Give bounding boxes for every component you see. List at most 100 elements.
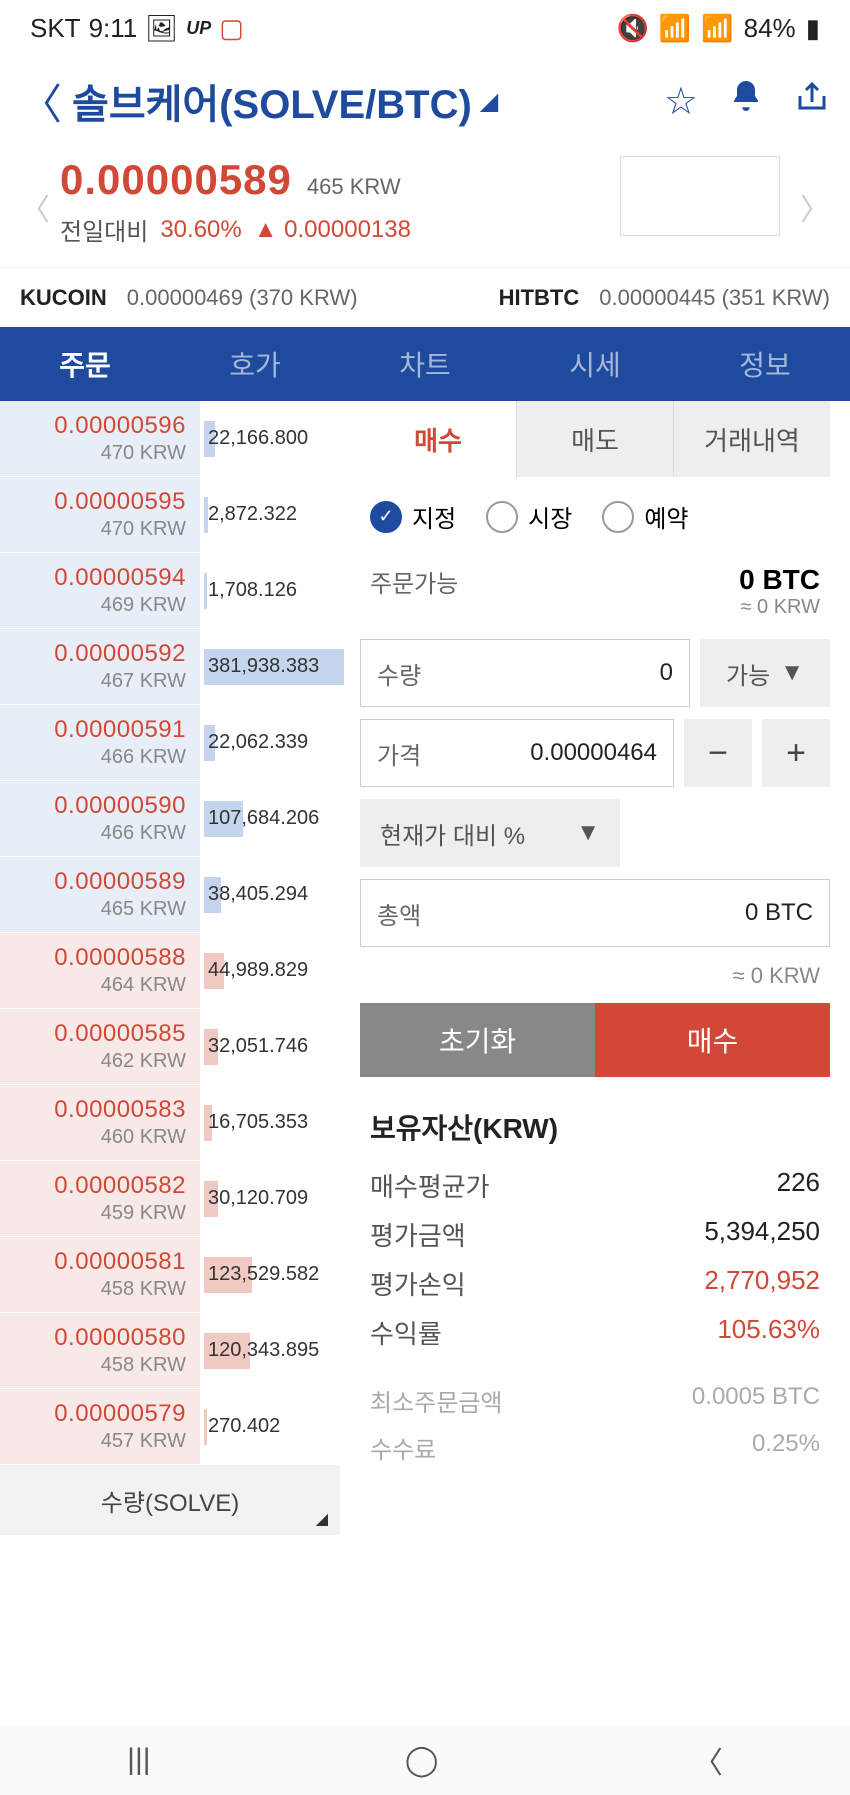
subtab-history[interactable]: 거래내역: [673, 401, 830, 477]
recents-button[interactable]: |||: [127, 1743, 150, 1777]
prev-pair-button[interactable]: 〈: [20, 185, 50, 229]
change-pct: 30.60%: [160, 216, 241, 244]
pair-dropdown-icon[interactable]: ◢: [480, 87, 498, 116]
exchange-2-name: HITBTC: [499, 285, 580, 311]
tab-info[interactable]: 정보: [680, 327, 850, 401]
ob-price: 0.00000590: [54, 792, 186, 820]
available-sub: ≈ 0 KRW: [739, 596, 820, 619]
orderbook-row[interactable]: 0.00000594469 KRW1,708.126: [0, 553, 340, 629]
ob-price: 0.00000594: [54, 564, 186, 592]
exchange-1-name: KUCOIN: [20, 285, 107, 311]
orderbook-row[interactable]: 0.00000583460 KRW16,705.353: [0, 1085, 340, 1161]
change-diff: ▲ 0.00000138: [254, 216, 411, 244]
battery-text: 84%: [744, 13, 796, 44]
sub-tabs: 매수 매도 거래내역: [360, 401, 830, 477]
price-minus-button[interactable]: −: [684, 719, 752, 787]
orderbook-row[interactable]: 0.00000588464 KRW44,989.829: [0, 933, 340, 1009]
ob-qty: 30,120.709: [208, 1187, 308, 1210]
pair-title[interactable]: 솔브케어(SOLVE/BTC): [72, 72, 472, 130]
ob-qty: 22,062.339: [208, 731, 308, 754]
ob-price: 0.00000582: [54, 1172, 186, 1200]
ob-krw: 462 KRW: [101, 1050, 186, 1073]
orderbook-row[interactable]: 0.00000591466 KRW22,062.339: [0, 705, 340, 781]
ob-krw: 459 KRW: [101, 1202, 186, 1225]
holdings-row: 평가금액5,394,250: [360, 1210, 830, 1259]
chevron-down-icon: ▼: [576, 819, 600, 847]
orderbook-row[interactable]: 0.00000581458 KRW123,529.582: [0, 1237, 340, 1313]
total-input[interactable]: 총액 0 BTC: [360, 879, 830, 947]
holdings-meta-row: 최소주문금액0.0005 BTC: [360, 1377, 830, 1424]
carrier: SKT: [30, 13, 81, 44]
orderbook-row[interactable]: 0.00000596470 KRW22,166.800: [0, 401, 340, 477]
holdings-row: 매수평균가226: [360, 1161, 830, 1210]
orderbook-row[interactable]: 0.00000592467 KRW 381,938.383: [0, 629, 340, 705]
pct-select[interactable]: 현재가 대비 % ▼: [360, 799, 620, 867]
orderbook-row[interactable]: 0.00000579457 KRW270.402: [0, 1389, 340, 1465]
tab-orderbook[interactable]: 호가: [170, 327, 340, 401]
price-input[interactable]: 가격 0.00000464: [360, 719, 674, 787]
ob-qty: 120,343.895: [208, 1339, 319, 1362]
orderbook-row[interactable]: 0.00000590466 KRW 107,684.206: [0, 781, 340, 857]
ob-price: 0.00000579: [54, 1400, 186, 1428]
ob-price: 0.00000596: [54, 412, 186, 440]
ob-krw: 458 KRW: [101, 1278, 186, 1301]
next-pair-button[interactable]: 〉: [800, 185, 830, 229]
tab-market[interactable]: 시세: [510, 327, 680, 401]
qty-possible-button[interactable]: 가능 ▼: [700, 639, 830, 707]
home-button[interactable]: ◯: [405, 1743, 439, 1778]
ob-qty: 123,529.582: [208, 1263, 319, 1286]
ob-krw: 464 KRW: [101, 974, 186, 997]
radio-market[interactable]: 시장: [486, 499, 572, 534]
orderbook-row[interactable]: 0.00000582459 KRW 30,120.709: [0, 1161, 340, 1237]
reset-button[interactable]: 초기화: [360, 1003, 595, 1077]
ob-price: 0.00000592: [54, 640, 186, 668]
subtab-buy[interactable]: 매수: [360, 401, 516, 477]
price-section: 〈 0.00000589 465 KRW 전일대비 30.60% ▲ 0.000…: [0, 146, 850, 267]
back-button-nav[interactable]: 〈: [693, 1738, 723, 1782]
ob-qty: 270.402: [208, 1415, 280, 1438]
main-tabs: 주문 호가 차트 시세 정보: [0, 327, 850, 401]
ob-price: 0.00000588: [54, 944, 186, 972]
exchange-1-value: 0.00000469 (370 KRW): [127, 285, 358, 311]
ob-krw: 466 KRW: [101, 822, 186, 845]
buy-button[interactable]: 매수: [595, 1003, 830, 1077]
price-plus-button[interactable]: +: [762, 719, 830, 787]
tab-chart[interactable]: 차트: [340, 327, 510, 401]
dropdown-icon: ◢: [316, 1509, 328, 1529]
orderbook-row[interactable]: 0.00000589465 KRW38,405.294: [0, 857, 340, 933]
back-button[interactable]: 〈: [20, 71, 62, 132]
ob-krw: 467 KRW: [101, 670, 186, 693]
status-bar: SKT 9:11 🖼 UP ▢ 🔇 📶 📶 84% ▮: [0, 0, 850, 56]
ob-price: 0.00000585: [54, 1020, 186, 1048]
ob-price: 0.00000591: [54, 716, 186, 744]
available-label: 주문가능: [370, 564, 458, 619]
mini-chart[interactable]: [620, 156, 780, 236]
wifi-icon: 📶: [659, 13, 691, 44]
holdings-row: 평가손익2,770,952: [360, 1259, 830, 1308]
last-price: 0.00000589: [60, 156, 292, 204]
ob-qty: 38,405.294: [208, 883, 308, 906]
share-icon[interactable]: [794, 78, 830, 124]
radio-reserve[interactable]: 예약: [602, 499, 688, 534]
ob-qty: 381,938.383: [208, 655, 319, 678]
order-panel: 매수 매도 거래내역 ✓ 지정 시장 예약 주문가능 0 BTC ≈ 0 KRW: [340, 401, 850, 1535]
ob-krw: 470 KRW: [101, 518, 186, 541]
exchange-2-value: 0.00000445 (351 KRW): [599, 285, 830, 311]
quantity-input[interactable]: 수량 0: [360, 639, 690, 707]
orderbook-row[interactable]: 0.00000585462 KRW32,051.746: [0, 1009, 340, 1085]
ob-qty: 107,684.206: [208, 807, 319, 830]
subtab-sell[interactable]: 매도: [516, 401, 673, 477]
favorite-icon[interactable]: ☆: [664, 79, 698, 124]
orderbook-row[interactable]: 0.00000595470 KRW2,872.322: [0, 477, 340, 553]
order-type-radios: ✓ 지정 시장 예약: [360, 477, 830, 556]
orderbook-footer[interactable]: 수량(SOLVE) ◢: [0, 1465, 340, 1535]
orderbook: 0.00000596470 KRW22,166.8000.00000595470…: [0, 401, 340, 1535]
orderbook-row[interactable]: 0.00000580458 KRW120,343.895: [0, 1313, 340, 1389]
radio-limit[interactable]: ✓ 지정: [370, 499, 456, 534]
clock: 9:11: [89, 13, 138, 44]
ob-price: 0.00000583: [54, 1096, 186, 1124]
bell-icon[interactable]: [728, 78, 764, 124]
tab-order[interactable]: 주문: [0, 327, 170, 401]
ob-krw: 458 KRW: [101, 1354, 186, 1377]
battery-icon: ▮: [806, 13, 820, 44]
